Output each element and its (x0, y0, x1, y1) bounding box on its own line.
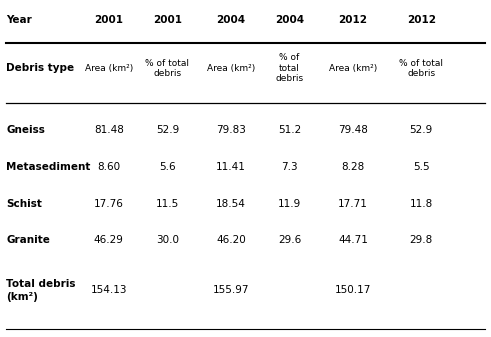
Text: 5.5: 5.5 (413, 162, 430, 172)
Text: 8.28: 8.28 (341, 162, 364, 172)
Text: 150.17: 150.17 (335, 285, 371, 296)
Text: 155.97: 155.97 (213, 285, 249, 296)
Text: % of total
debris: % of total debris (145, 59, 190, 78)
Text: 81.48: 81.48 (94, 125, 124, 135)
Text: 44.71: 44.71 (338, 235, 368, 245)
Text: Year: Year (6, 15, 32, 25)
Text: 79.83: 79.83 (216, 125, 246, 135)
Text: 11.8: 11.8 (409, 198, 433, 209)
Text: 17.76: 17.76 (94, 198, 124, 209)
Text: 52.9: 52.9 (156, 125, 179, 135)
Text: 79.48: 79.48 (338, 125, 368, 135)
Text: % of
total
debris: % of total debris (275, 53, 303, 83)
Text: % of total
debris: % of total debris (399, 59, 443, 78)
Text: Area (km²): Area (km²) (329, 64, 377, 73)
Text: 18.54: 18.54 (216, 198, 246, 209)
Text: Debris type: Debris type (6, 63, 75, 73)
Text: 2001: 2001 (153, 15, 182, 25)
Text: Gneiss: Gneiss (6, 125, 45, 135)
Text: 2001: 2001 (94, 15, 123, 25)
Text: 17.71: 17.71 (338, 198, 368, 209)
Text: 2012: 2012 (338, 15, 367, 25)
Text: 11.5: 11.5 (156, 198, 179, 209)
Text: 30.0: 30.0 (156, 235, 179, 245)
Text: Area (km²): Area (km²) (84, 64, 133, 73)
Text: 2012: 2012 (407, 15, 436, 25)
Text: Total debris
(km²): Total debris (km²) (6, 279, 76, 302)
Text: 46.20: 46.20 (216, 235, 246, 245)
Text: 154.13: 154.13 (90, 285, 127, 296)
Text: 8.60: 8.60 (97, 162, 120, 172)
Text: 29.6: 29.6 (278, 235, 301, 245)
Text: Granite: Granite (6, 235, 50, 245)
Text: 7.3: 7.3 (281, 162, 298, 172)
Text: Metasediment: Metasediment (6, 162, 91, 172)
Text: 2004: 2004 (217, 15, 246, 25)
Text: Schist: Schist (6, 198, 42, 209)
Text: Area (km²): Area (km²) (207, 64, 255, 73)
Text: 52.9: 52.9 (409, 125, 433, 135)
Text: 5.6: 5.6 (159, 162, 176, 172)
Text: 11.9: 11.9 (278, 198, 301, 209)
Text: 29.8: 29.8 (409, 235, 433, 245)
Text: 46.29: 46.29 (94, 235, 124, 245)
Text: 2004: 2004 (275, 15, 304, 25)
Text: 51.2: 51.2 (278, 125, 301, 135)
Text: 11.41: 11.41 (216, 162, 246, 172)
